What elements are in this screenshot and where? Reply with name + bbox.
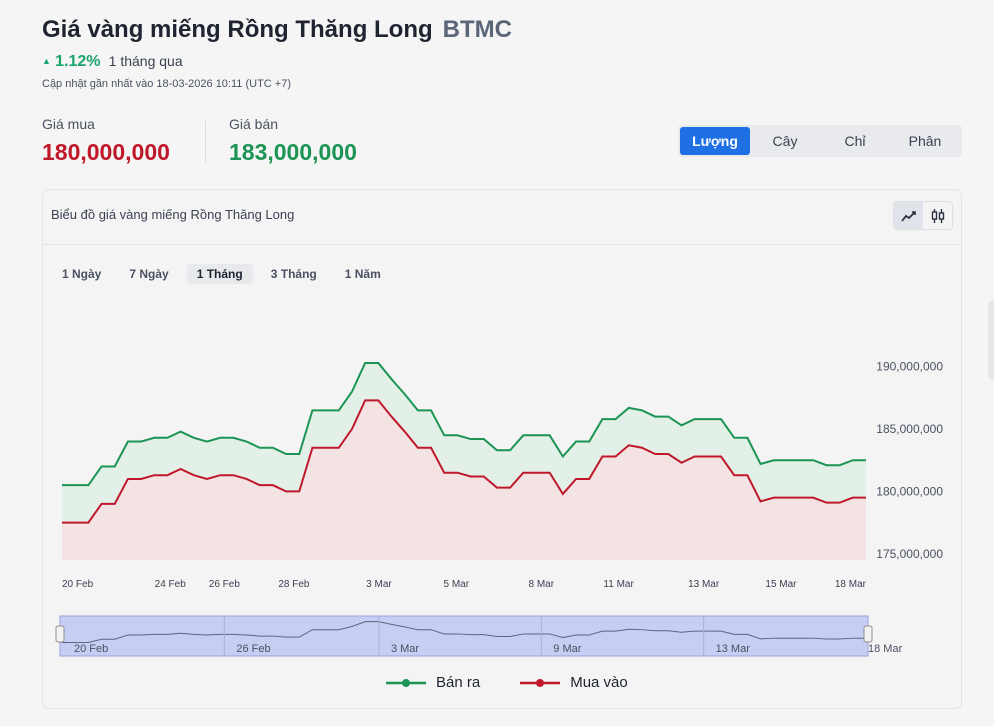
chart-type-toggle	[893, 201, 953, 230]
side-scroll-handle[interactable]	[988, 300, 994, 380]
unit-tab-cay[interactable]: Cây	[772, 133, 798, 149]
range-1-day[interactable]: 1 Ngày	[62, 267, 102, 281]
brand-label: BTMC	[442, 16, 512, 43]
legend-label-ban-ra: Bán ra	[436, 674, 481, 691]
change-percent: 1.12%	[55, 53, 101, 70]
title-text: Giá vàng miếng Rồng Thăng Long	[42, 16, 433, 43]
last-updated: Cập nhật gần nhất vào 18-03-2026 10:11 (…	[42, 78, 291, 90]
change-period: 1 tháng qua	[108, 53, 183, 69]
time-range-selector: 1 Ngày 7 Ngày 1 Tháng 3 Tháng 1 Năm	[52, 264, 391, 284]
sell-label: Giá bán	[229, 116, 279, 132]
legend-label-mua-vao: Mua vào	[570, 674, 628, 691]
price-divider	[205, 121, 206, 163]
unit-tab-luong[interactable]: Lượng	[680, 127, 750, 155]
legend-item-mua-vao[interactable]: Mua vào	[520, 674, 628, 691]
buy-price: 180,000,000	[42, 139, 170, 165]
unit-tab-phan[interactable]: Phân	[908, 133, 942, 149]
range-7-days[interactable]: 7 Ngày	[129, 267, 169, 281]
range-3-months[interactable]: 3 Tháng	[270, 267, 317, 281]
chart-legend: Bán ra Mua vào	[386, 674, 628, 691]
range-1-year[interactable]: 1 Năm	[344, 267, 381, 281]
line-chart-icon[interactable]	[894, 202, 923, 229]
range-1-month[interactable]: 1 Tháng	[186, 264, 253, 284]
buy-label: Giá mua	[42, 116, 95, 132]
price-change: ▲ 1.12% 1 tháng qua	[42, 53, 183, 71]
unit-tab-chi[interactable]: Chỉ	[844, 133, 866, 149]
page-title: Giá vàng miếng Rồng Thăng Long BTMC	[42, 16, 512, 44]
card-header-divider	[43, 244, 961, 245]
sell-price: 183,000,000	[229, 139, 357, 165]
chart-card-title: Biểu đồ giá vàng miếng Rồng Thăng Long	[51, 207, 295, 222]
unit-selector: Lượng Cây Chỉ Phân	[678, 125, 962, 157]
candlestick-icon[interactable]	[923, 202, 952, 229]
triangle-up-icon: ▲	[42, 56, 51, 66]
legend-item-ban-ra[interactable]: Bán ra	[386, 674, 480, 691]
